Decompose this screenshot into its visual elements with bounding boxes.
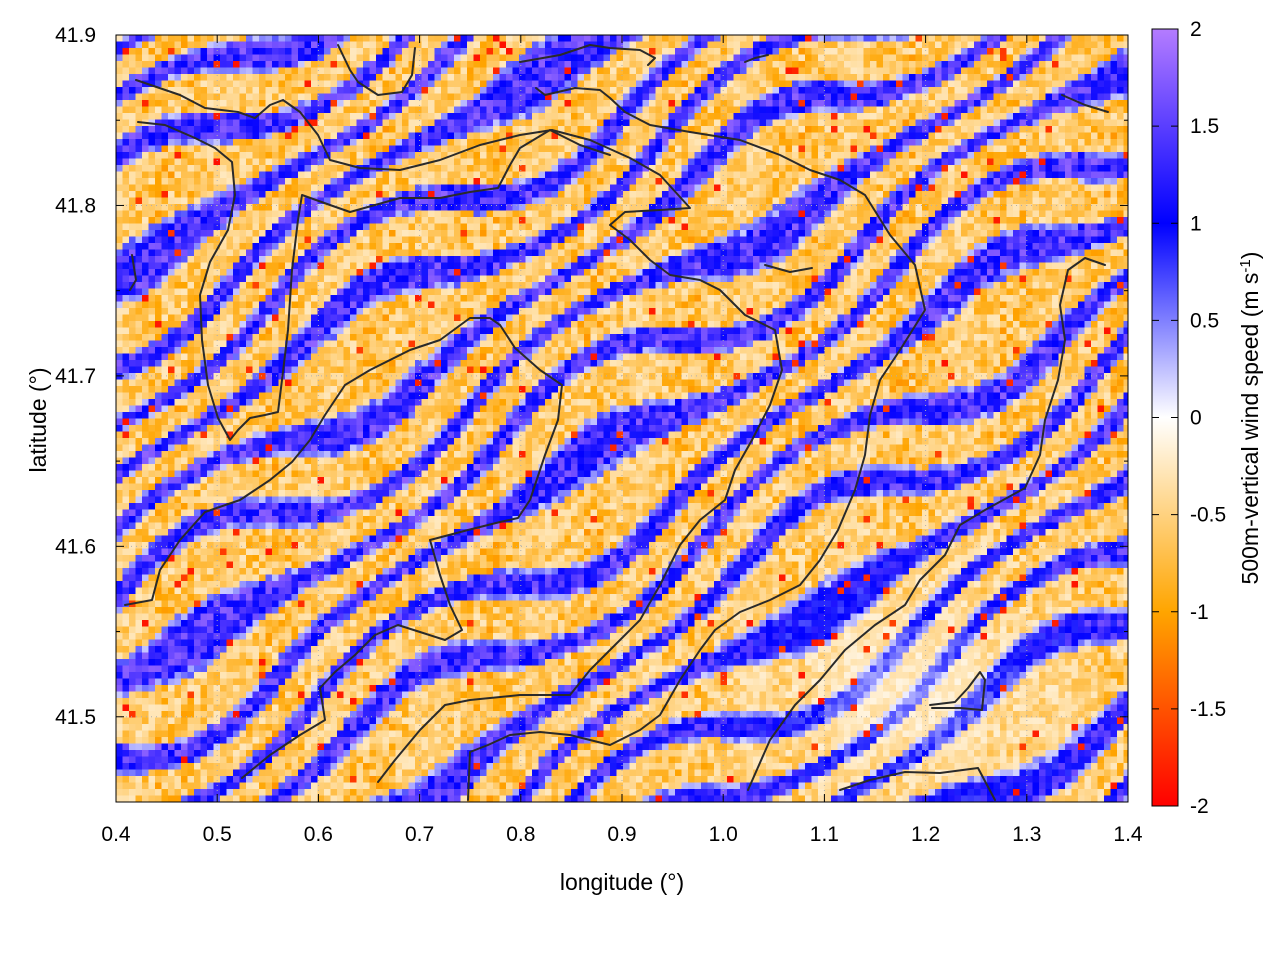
contour-line — [839, 767, 996, 801]
x-tick-label: 1.2 — [911, 823, 940, 846]
colorbar-ticks: -2 -1.5 -1 -0.5 0 0.5 1 1.5 2 — [1152, 18, 1226, 818]
y-tick-label: 41.6 — [55, 535, 96, 558]
contour-line — [764, 264, 813, 273]
boundary-contours — [124, 44, 1109, 801]
colorbar-label-main: 500m-vertical wind speed (m s — [1237, 273, 1263, 585]
colorbar-tick-label: -1.5 — [1190, 698, 1226, 721]
contour-line — [519, 44, 656, 66]
colorbar-tick-label: 2 — [1190, 18, 1202, 41]
x-tick-label: 0.6 — [304, 823, 333, 846]
x-tick-label: 0.9 — [607, 823, 636, 846]
colorbar-tick-label: -0.5 — [1190, 504, 1226, 527]
colorbar-tick-label: -2 — [1190, 795, 1209, 818]
x-tick-label: 1.1 — [810, 823, 839, 846]
x-tick-label: 1.4 — [1113, 823, 1143, 846]
x-axis-label: longitude (°) — [560, 869, 684, 895]
colorbar-tick-label: 0 — [1190, 407, 1202, 430]
colorbar-tick-label: 1.5 — [1190, 115, 1219, 138]
contour-line — [241, 539, 463, 779]
x-tick-label: 0.7 — [405, 823, 434, 846]
colorbar-tick-label: 1 — [1190, 212, 1202, 235]
colorbar-label-end: ) — [1237, 252, 1263, 260]
contour-line — [467, 87, 926, 801]
x-tick-label: 0.4 — [101, 823, 131, 846]
y-tick-label: 41.5 — [55, 706, 96, 729]
contour-line — [744, 54, 769, 63]
contour-line — [929, 671, 986, 711]
x-tick-label: 1.0 — [709, 823, 738, 846]
heatmap — [116, 35, 1128, 802]
x-tick-label: 0.8 — [506, 823, 535, 846]
y-tick-label: 41.7 — [55, 365, 96, 388]
contour-line — [137, 121, 611, 441]
y-tick-label: 41.9 — [55, 24, 96, 47]
y-tick-label: 41.8 — [55, 194, 96, 217]
colorbar-label: 500m-vertical wind speed (m s-1) — [1237, 252, 1263, 585]
y-axis-label: latitude (°) — [25, 367, 51, 472]
contour-line — [129, 254, 137, 291]
contour-line — [337, 44, 416, 96]
colorbar-tick-label: -1 — [1190, 601, 1209, 624]
colorbar-label-sup: -1 — [1237, 259, 1254, 272]
colorbar-tick-label: 0.5 — [1190, 309, 1219, 332]
x-axis: 0.4 0.5 0.6 0.7 0.8 0.9 1.0 1.1 1.2 1.3 1.4 — [101, 35, 1143, 846]
y-axis: 41.5 41.6 41.7 41.8 41.9 — [55, 24, 1128, 803]
contour-line — [747, 257, 1106, 791]
contour-line — [1061, 94, 1109, 113]
contour-line — [124, 317, 563, 606]
x-tick-label: 0.5 — [203, 823, 232, 846]
contour-line — [135, 79, 783, 783]
x-tick-label: 1.3 — [1012, 823, 1041, 846]
